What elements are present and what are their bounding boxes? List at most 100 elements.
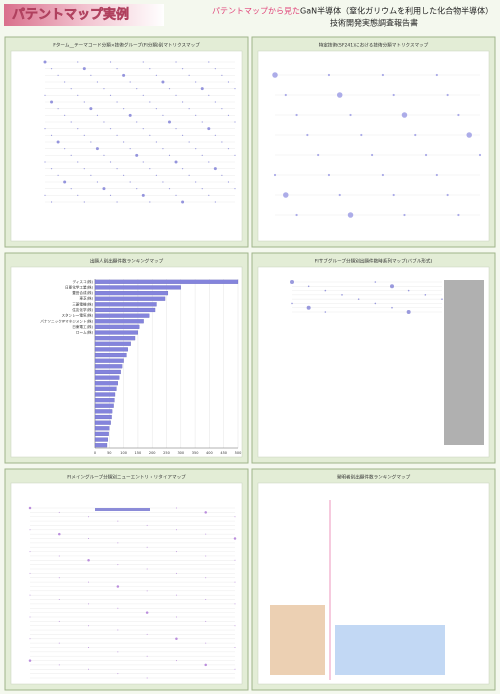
bar	[94, 319, 144, 324]
decor-dot	[136, 121, 138, 123]
bar	[94, 398, 115, 403]
decor-dot	[327, 73, 331, 77]
decor-dot	[188, 174, 190, 176]
decor-dot	[57, 74, 59, 76]
decor-dot	[175, 507, 177, 509]
x-tick-label: 250	[163, 451, 170, 455]
decor-dot	[117, 520, 119, 522]
decor-dot	[317, 153, 320, 157]
decor-dot	[188, 141, 190, 143]
bar	[94, 386, 117, 391]
decor-dot	[200, 87, 204, 91]
y-tick-label: 日東電工(株)	[72, 324, 93, 329]
bar	[94, 296, 166, 301]
decor-dot	[214, 68, 216, 70]
decor-dot	[234, 188, 236, 190]
decor-dot	[175, 637, 178, 641]
decor-dot	[88, 603, 90, 605]
decor-dot	[234, 668, 236, 670]
decor-dot	[58, 511, 60, 513]
decor-band	[444, 280, 484, 445]
x-tick-label: 400	[206, 451, 213, 455]
decor-dot	[117, 564, 119, 566]
bar	[94, 285, 181, 290]
decor-dot	[175, 551, 177, 553]
decor-dot	[234, 88, 236, 90]
y-tick-label: 豊田合成(株)	[72, 290, 93, 295]
decor-dot	[29, 594, 31, 596]
decor-dot	[29, 572, 31, 574]
decor-dot	[136, 88, 138, 90]
bar	[94, 431, 109, 436]
bar	[94, 364, 123, 369]
decor-dot	[234, 603, 236, 605]
decor-dot	[146, 590, 148, 592]
decor-dot	[155, 108, 157, 110]
decor-dot	[205, 533, 207, 535]
decor-dot	[208, 94, 210, 96]
decor-dot	[43, 60, 47, 64]
decor-dot	[83, 134, 85, 136]
decor-dot	[174, 160, 178, 164]
decor-dot	[168, 188, 171, 190]
y-tick-label: 住友化学(株)	[72, 307, 93, 312]
header-band	[4, 4, 164, 26]
decor-dot	[205, 642, 207, 644]
x-tick-label: 0	[94, 451, 96, 455]
decor-dot	[96, 114, 99, 116]
decor-dot	[117, 542, 119, 544]
decor-dot	[135, 153, 139, 157]
decor-dot	[381, 173, 384, 177]
decor-dot	[221, 74, 223, 76]
bar	[94, 307, 156, 313]
decor-dot	[227, 81, 230, 83]
decor-dot	[149, 68, 151, 70]
bar	[94, 330, 139, 335]
decor-bar	[95, 508, 150, 511]
bar	[94, 279, 239, 284]
x-tick-label: 450	[220, 451, 227, 455]
decor-dot	[117, 607, 119, 609]
decor-dot	[58, 555, 60, 557]
y-tick-label: 三菱電機(株)	[72, 301, 93, 306]
decor-dot	[82, 67, 86, 71]
decor-dot	[227, 148, 230, 150]
decor-dot	[195, 81, 197, 83]
x-tick-label: 200	[149, 451, 156, 455]
bar	[94, 291, 169, 296]
decor-dot	[205, 577, 207, 579]
decor-dot	[207, 127, 211, 131]
decor-dot	[175, 660, 177, 662]
x-tick-label: 300	[177, 451, 184, 455]
decor-dot	[234, 646, 236, 648]
decor-dot	[204, 511, 207, 514]
bar	[94, 420, 111, 425]
decor-dot	[109, 94, 112, 96]
decor-dot	[338, 193, 341, 197]
decor-dot	[214, 134, 216, 136]
decor-dot	[44, 128, 46, 130]
decor-dot	[103, 121, 105, 123]
decor-dot	[117, 673, 119, 675]
decor-dot	[117, 629, 119, 631]
decor-dot	[123, 174, 125, 176]
decor-dot	[149, 101, 151, 103]
decor-dot	[357, 298, 360, 300]
decor-dot	[221, 141, 223, 143]
decor-dot	[195, 148, 197, 150]
panel-title: Fターム__テーマコード分類×技術グループ(FI分類)別マトリクスマップ	[53, 42, 200, 49]
decor-dot	[290, 280, 294, 284]
decor-dot	[29, 551, 31, 553]
decor-dot	[360, 133, 363, 137]
decor-dot	[44, 194, 46, 196]
decor-dot	[142, 94, 144, 96]
decor-dot	[208, 161, 210, 163]
decor-dot	[227, 181, 230, 183]
decor-dot	[50, 100, 54, 104]
decor-dot	[155, 141, 157, 143]
bar	[94, 369, 121, 375]
decor-dot	[478, 153, 482, 157]
decor-dot	[295, 213, 298, 217]
decor-dot	[83, 101, 85, 103]
